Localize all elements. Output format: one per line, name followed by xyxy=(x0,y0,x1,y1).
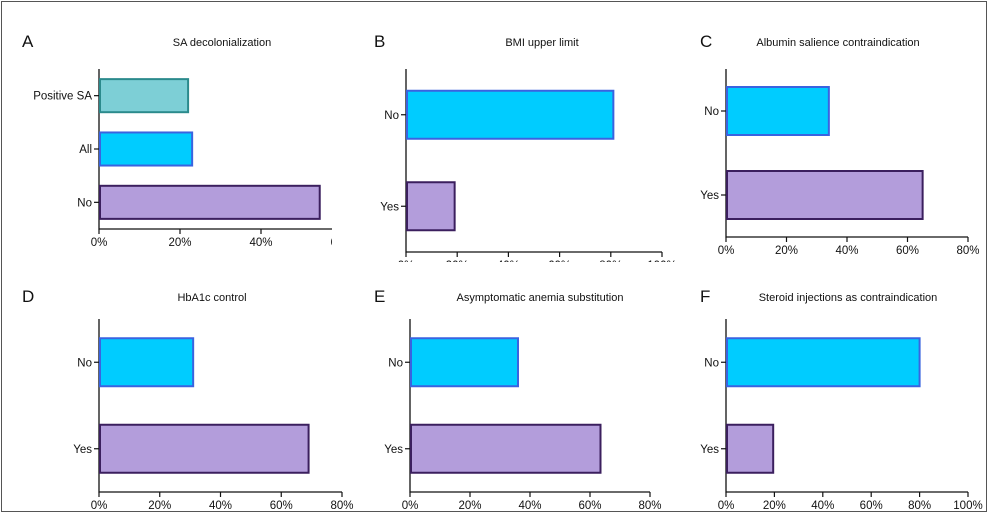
bar xyxy=(726,423,775,474)
bar xyxy=(406,181,456,232)
bar xyxy=(406,89,615,140)
y-tick-label: Yes xyxy=(73,444,92,456)
y-tick-label: Yes xyxy=(700,190,719,202)
bar xyxy=(99,78,190,114)
panel-letter: C xyxy=(700,32,713,51)
panel-letter: E xyxy=(374,287,386,306)
bar xyxy=(410,337,519,388)
x-tick-label: 60% xyxy=(330,237,332,249)
panel-letter: B xyxy=(374,32,386,51)
x-tick-label: 0% xyxy=(718,245,735,257)
panel-title: BMI upper limit xyxy=(505,37,579,49)
x-tick-label: 80% xyxy=(330,500,353,512)
panel-title: HbA1c control xyxy=(177,292,247,304)
x-tick-label: 0% xyxy=(398,260,415,262)
bar xyxy=(726,337,921,388)
x-tick-label: 20% xyxy=(458,500,481,512)
y-tick-label: No xyxy=(77,357,92,369)
x-tick-label: 0% xyxy=(91,500,108,512)
x-tick-label: 80% xyxy=(908,500,931,512)
x-tick-label: 80% xyxy=(956,245,979,257)
x-tick-label: 100% xyxy=(647,260,676,262)
y-tick-label: Positive SA xyxy=(33,91,92,103)
chart-d: 0% 20% 40% 60% 80% No Yes xyxy=(73,319,354,512)
chart-b: 0% 20% 40% 60% 80% 100% No Yes xyxy=(380,69,677,262)
bar xyxy=(410,423,602,474)
x-tick-label: 20% xyxy=(168,237,191,249)
y-tick-label: Yes xyxy=(700,444,719,456)
x-tick-label: 20% xyxy=(763,500,786,512)
x-tick-label: 40% xyxy=(835,245,858,257)
x-tick-label: 0% xyxy=(402,500,419,512)
bar xyxy=(99,131,194,167)
panel-letter: A xyxy=(22,32,34,51)
y-tick-label: Yes xyxy=(384,444,403,456)
y-tick-label: No xyxy=(384,110,399,122)
bar xyxy=(726,170,924,220)
chart-a: 0% 20% 40% 60% Positive SA All No xyxy=(33,69,332,249)
x-tick-label: 40% xyxy=(497,260,520,262)
x-tick-label: 60% xyxy=(860,500,883,512)
bar xyxy=(726,86,830,136)
x-tick-label: 100% xyxy=(953,500,982,512)
panel-title: Asymptomatic anemia substitution xyxy=(456,292,624,304)
bar xyxy=(99,423,310,474)
x-tick-label: 80% xyxy=(638,500,661,512)
y-tick-label: All xyxy=(79,144,92,156)
panel-title: Albumin salience contraindication xyxy=(756,37,920,49)
x-tick-label: 40% xyxy=(209,500,232,512)
x-tick-label: 80% xyxy=(599,260,622,262)
y-tick-label: No xyxy=(77,197,92,209)
bar xyxy=(99,337,195,388)
x-tick-label: 60% xyxy=(578,500,601,512)
x-tick-label: 20% xyxy=(148,500,171,512)
x-tick-label: 20% xyxy=(446,260,469,262)
x-tick-label: 60% xyxy=(270,500,293,512)
panel-letter: D xyxy=(22,287,35,306)
x-tick-label: 0% xyxy=(718,500,735,512)
x-tick-label: 20% xyxy=(775,245,798,257)
x-tick-label: 40% xyxy=(518,500,541,512)
panel-title: Steroid injections as contraindication xyxy=(758,292,938,304)
x-tick-label: 40% xyxy=(811,500,834,512)
x-tick-label: 60% xyxy=(548,260,571,262)
x-tick-label: 0% xyxy=(91,237,108,249)
y-tick-label: Yes xyxy=(380,201,399,213)
panel-title: SA decolonialization xyxy=(172,37,272,49)
y-tick-label: No xyxy=(704,106,719,118)
panel-letter: F xyxy=(700,287,711,306)
x-tick-label: 40% xyxy=(249,237,272,249)
bar xyxy=(99,184,321,220)
x-tick-label: 60% xyxy=(896,245,919,257)
y-tick-label: No xyxy=(388,357,403,369)
y-tick-label: No xyxy=(704,357,719,369)
chart-e: 0% 20% 40% 60% 80% No Yes xyxy=(384,319,662,512)
chart-c: 0% 20% 40% 60% 80% No Yes xyxy=(700,69,980,257)
